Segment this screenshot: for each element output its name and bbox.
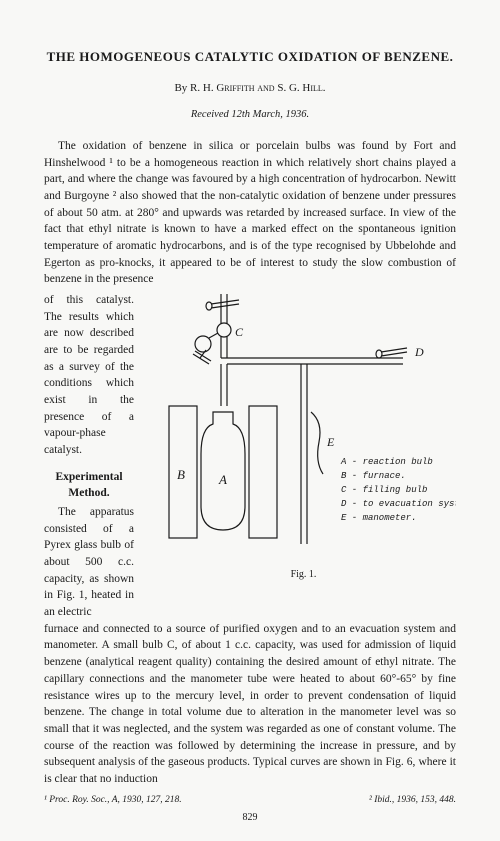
authors-names: R. H. Griffith and S. G. Hill. — [190, 82, 325, 94]
left-column-text-1: of this catalyst. The results which are … — [44, 294, 134, 456]
section-heading: Experimental Method. — [44, 469, 134, 502]
authors-prefix: By — [174, 82, 190, 94]
footnote-1: ¹ Proc. Roy. Soc., A, 1930, 127, 218. — [44, 794, 182, 808]
intro-paragraph: The oxidation of benzene in silica or po… — [44, 138, 456, 288]
legend-D: D - to evacuation system. — [341, 499, 456, 509]
continuation-paragraph: furnace and connected to a source of pur… — [44, 621, 456, 788]
footnote-2: ² Ibid., 1936, 153, 448. — [369, 794, 456, 808]
left-column-text-2: The apparatus consisted of a Pyrex glass… — [44, 504, 134, 621]
legend-C: C - filling bulb — [341, 485, 427, 495]
label-D: D — [414, 345, 424, 359]
label-E: E — [326, 435, 335, 449]
footnotes: ¹ Proc. Roy. Soc., A, 1930, 127, 218. ² … — [44, 794, 456, 808]
figure-1: A B C D E A - reaction bulb B - furnace.… — [151, 294, 456, 582]
label-C: C — [235, 325, 244, 339]
page-title: THE HOMOGENEOUS CATALYTIC OXIDATION OF B… — [44, 48, 456, 67]
figure-caption: Fig. 1. — [151, 568, 456, 583]
label-B: B — [177, 467, 185, 482]
legend-E: E - manometer. — [341, 513, 417, 523]
page-number: 829 — [44, 811, 456, 826]
apparatus-diagram: A B C D E A - reaction bulb B - furnace.… — [151, 294, 456, 559]
label-A: A — [218, 472, 227, 487]
received-date: Received 12th March, 1936. — [44, 107, 456, 122]
authors-line: By R. H. Griffith and S. G. Hill. — [44, 81, 456, 97]
legend-A: A - reaction bulb — [340, 457, 433, 467]
legend-B: B - furnace. — [341, 471, 406, 481]
